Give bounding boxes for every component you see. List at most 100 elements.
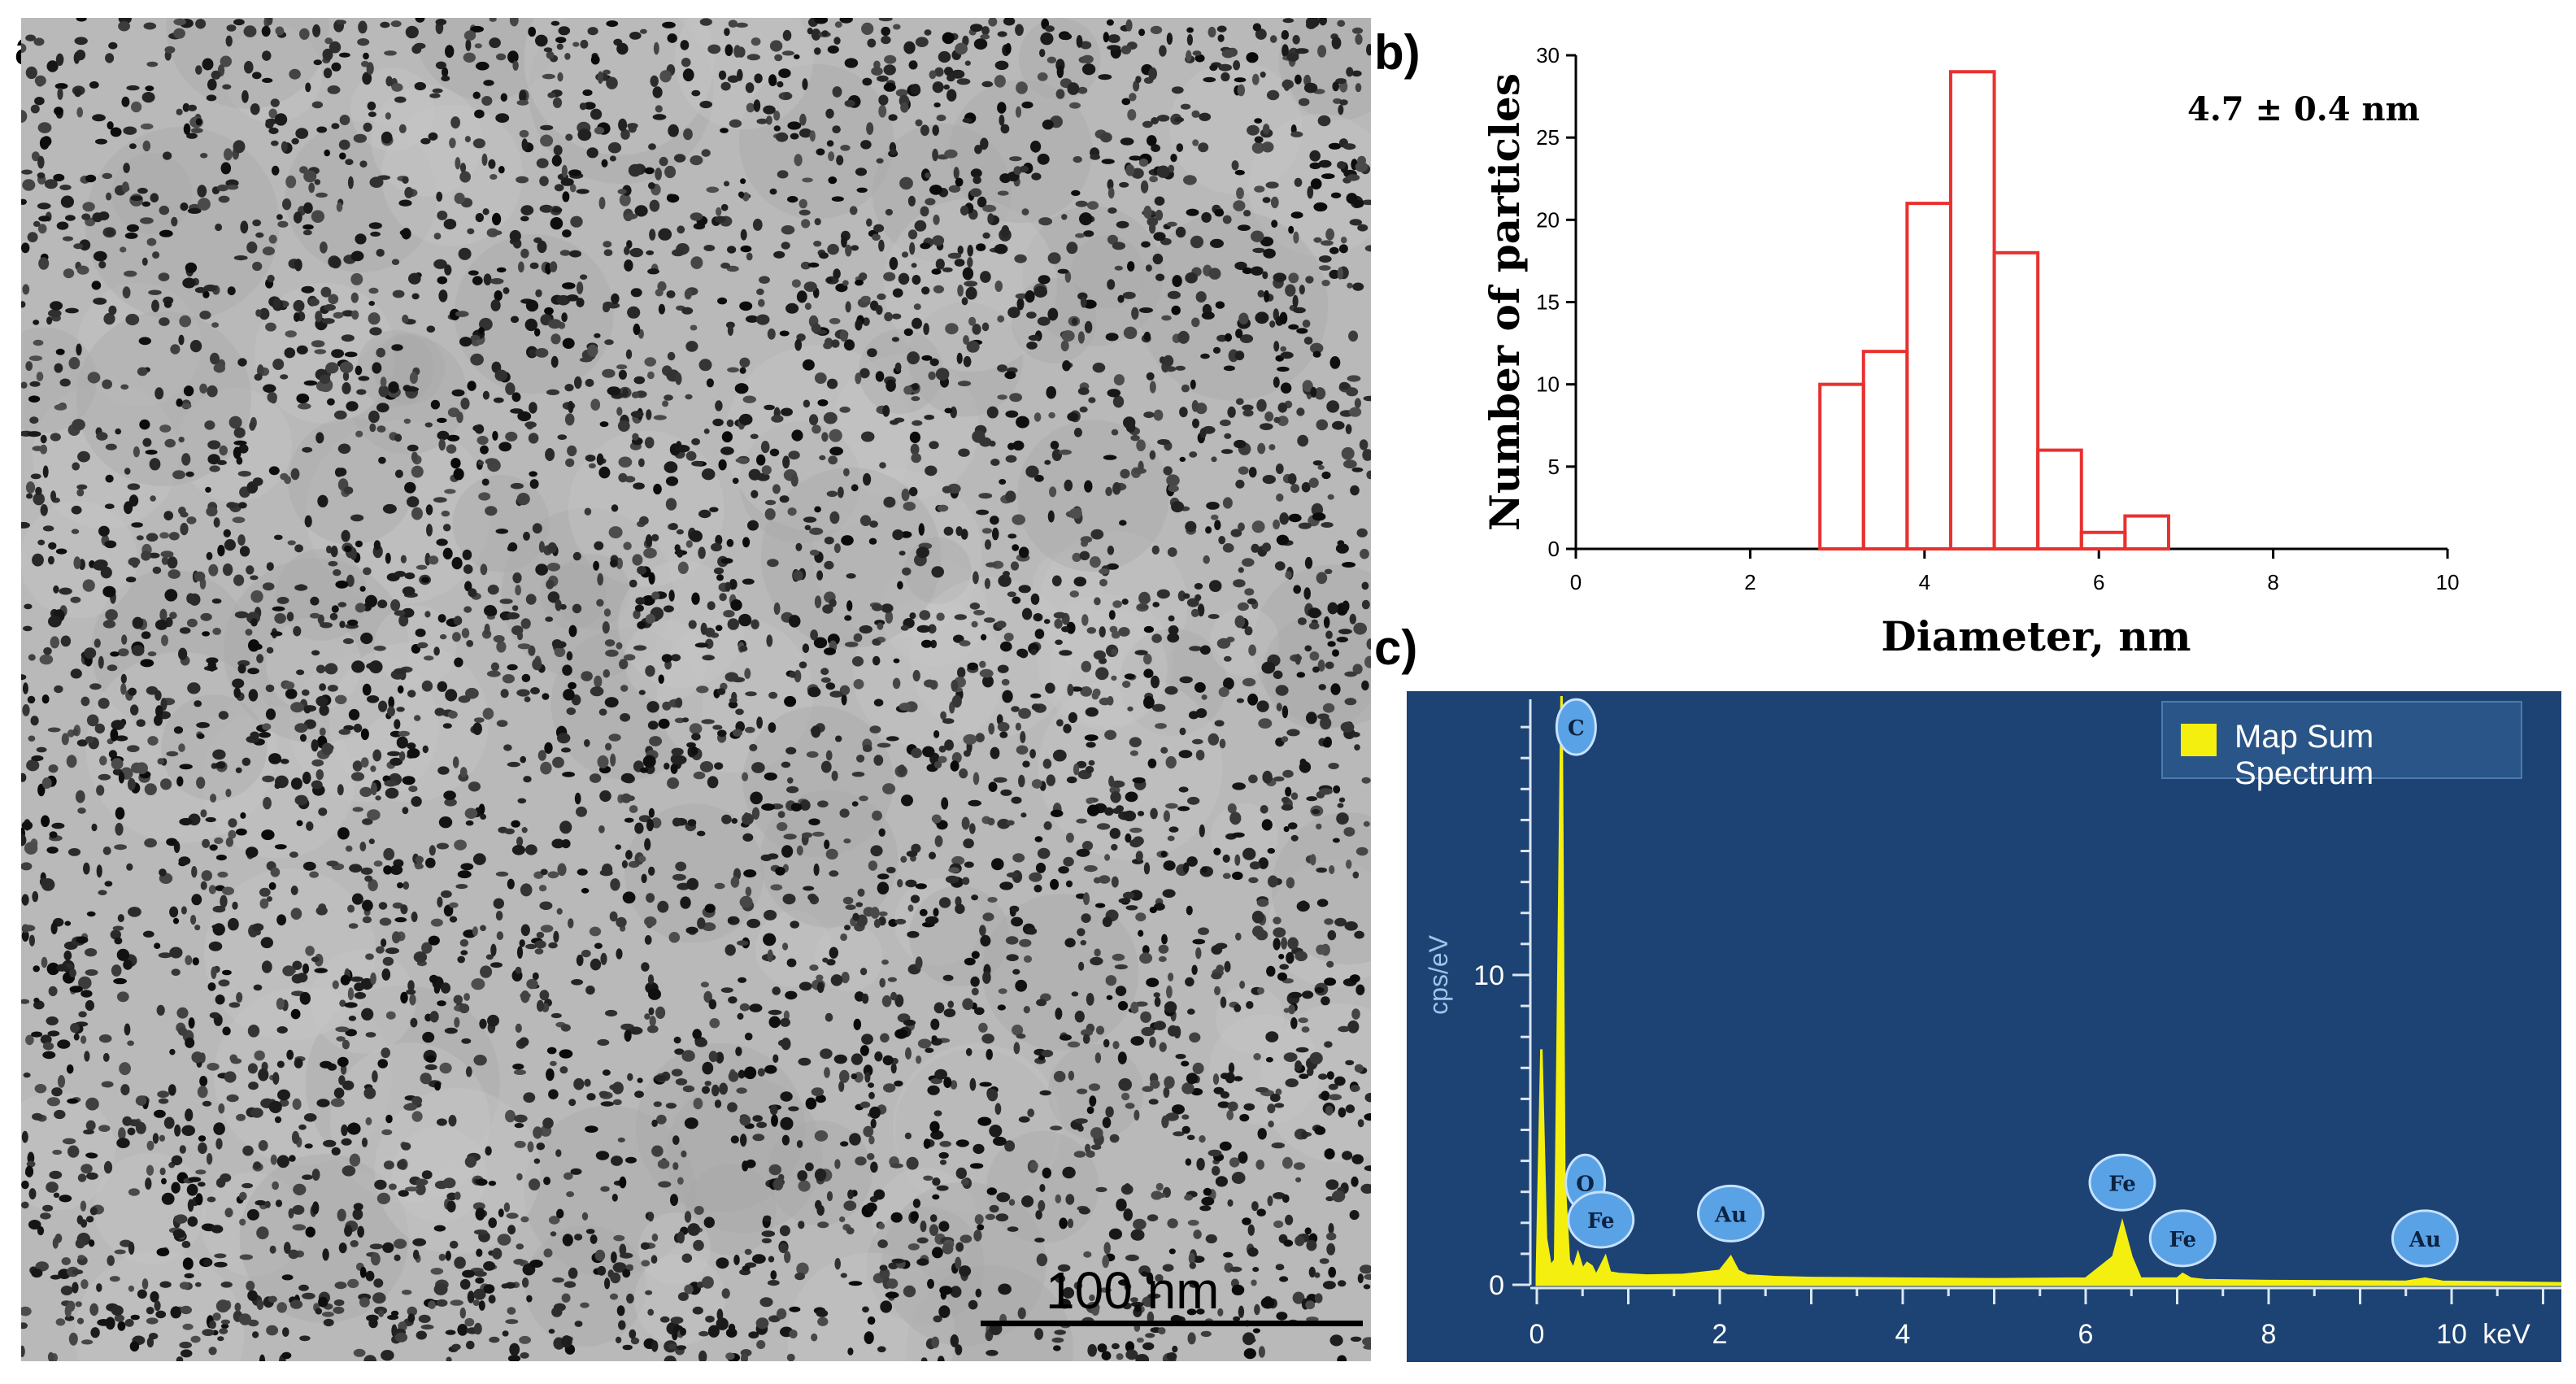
nanoparticle: [851, 1053, 863, 1065]
nanoparticle: [670, 763, 678, 774]
nanoparticle: [1296, 672, 1306, 678]
nanoparticle: [1147, 135, 1157, 146]
nanoparticle: [1016, 648, 1028, 658]
nanoparticle: [1234, 854, 1241, 866]
nanoparticle: [506, 612, 520, 620]
nanoparticle: [1005, 490, 1016, 503]
nanoparticle: [746, 252, 753, 261]
nanoparticle: [217, 871, 228, 878]
nanoparticle: [1208, 1149, 1222, 1157]
nanoparticle: [37, 1226, 45, 1236]
nanoparticle: [877, 742, 891, 748]
nanoparticle: [1179, 456, 1186, 463]
nanoparticle: [806, 751, 819, 758]
nanoparticle: [402, 586, 416, 596]
nanoparticle: [874, 1051, 883, 1062]
nanoparticle: [390, 1310, 399, 1317]
nanoparticle: [377, 1059, 389, 1068]
nanoparticle: [490, 962, 503, 968]
nanoparticle: [1257, 987, 1264, 994]
nanoparticle: [21, 110, 28, 123]
nanoparticle: [701, 1086, 711, 1095]
nanoparticle: [24, 603, 33, 610]
nanoparticle: [584, 739, 590, 747]
nanoparticle: [127, 1040, 135, 1047]
nanoparticle: [399, 751, 406, 761]
nanoparticle: [411, 451, 419, 463]
nanoparticle: [1359, 439, 1368, 450]
nanoparticle: [311, 1169, 320, 1182]
nanoparticle: [1330, 683, 1341, 695]
particle-group: [21, 18, 1371, 1361]
nanoparticle: [1273, 927, 1286, 938]
nanoparticle: [1166, 985, 1173, 999]
nanoparticle: [463, 564, 473, 574]
nanoparticle: [1248, 467, 1257, 478]
nanoparticle: [910, 443, 920, 455]
nanoparticle: [757, 1068, 765, 1077]
nanoparticle: [1075, 200, 1088, 207]
nanoparticle: [323, 1318, 334, 1327]
nanoparticle: [489, 37, 501, 49]
nanoparticle: [930, 1130, 944, 1140]
nanoparticle: [955, 1256, 962, 1269]
nanoparticle: [311, 101, 324, 109]
nanoparticle: [829, 318, 841, 324]
nanoparticle: [910, 383, 919, 391]
nanoparticle: [846, 1227, 855, 1234]
nanoparticle: [26, 759, 40, 772]
nanoparticle: [606, 20, 619, 28]
nanoparticle: [849, 1133, 861, 1146]
nanoparticle: [1038, 275, 1051, 285]
nanoparticle: [840, 1141, 849, 1147]
nanoparticle: [125, 577, 137, 583]
nanoparticle: [772, 1178, 784, 1191]
nanoparticle: [253, 1161, 262, 1170]
nanoparticle: [675, 861, 687, 872]
nanoparticle: [903, 502, 916, 511]
nanoparticle: [740, 245, 752, 253]
nanoparticle: [184, 1273, 194, 1279]
nanoparticle: [811, 1333, 818, 1342]
nanoparticle: [459, 1307, 466, 1319]
nanoparticle: [418, 1314, 431, 1323]
nanoparticle: [359, 1297, 370, 1308]
nanoparticle: [736, 1087, 747, 1094]
nanoparticle: [959, 1234, 973, 1243]
nanoparticle: [282, 1327, 289, 1337]
nanoparticle: [876, 305, 883, 316]
nanoparticle: [647, 720, 659, 730]
nanoparticle: [706, 186, 720, 194]
nanoparticle: [1262, 770, 1273, 784]
nanoparticle: [1018, 707, 1031, 719]
nanoparticle: [368, 111, 376, 117]
nanoparticle: [589, 773, 602, 783]
nanoparticle: [32, 1112, 43, 1121]
nanoparticle: [408, 272, 421, 285]
nanoparticle: [109, 1276, 120, 1282]
nanoparticle: [181, 1240, 191, 1248]
nanoparticle: [412, 1238, 427, 1247]
nanoparticle: [502, 1330, 509, 1337]
nanoparticle: [1091, 1305, 1099, 1316]
nanoparticle: [1143, 331, 1151, 342]
nanoparticle: [942, 32, 955, 45]
nanoparticle: [1210, 238, 1224, 248]
nanoparticle: [824, 1067, 830, 1078]
nanoparticle: [1172, 275, 1182, 288]
nanoparticle: [1242, 267, 1253, 275]
nanoparticle: [833, 543, 841, 554]
nanoparticle: [1234, 350, 1245, 361]
nanoparticle: [827, 243, 839, 255]
nanoparticle: [788, 1106, 799, 1112]
nanoparticle: [218, 979, 230, 987]
nanoparticle: [649, 1016, 656, 1027]
nanoparticle: [735, 1047, 742, 1056]
nanoparticle: [329, 256, 342, 269]
nanoparticle: [402, 1290, 412, 1295]
nanoparticle: [437, 766, 450, 775]
nanoparticle: [458, 247, 472, 260]
nanoparticle: [1250, 266, 1264, 276]
nanoparticle: [476, 1178, 488, 1186]
nanoparticle: [422, 745, 429, 754]
